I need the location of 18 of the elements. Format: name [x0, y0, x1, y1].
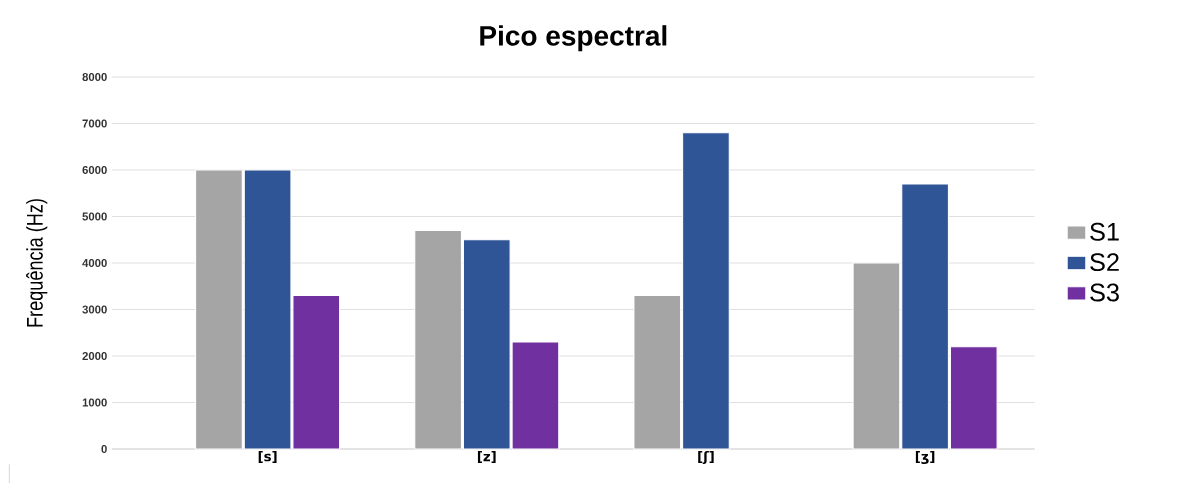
y-axis-title: Frequência (Hz)	[26, 199, 48, 327]
y-tick-label: 0	[101, 445, 107, 453]
y-tick-label: 7000	[82, 119, 107, 128]
legend-label: S1	[1090, 222, 1119, 241]
x-tick-label: [s]	[258, 451, 277, 463]
y-tick-label: 5000	[82, 212, 107, 221]
y-tick-label: 3000	[82, 305, 107, 314]
y-tick-label: 4000	[82, 259, 107, 268]
y-tick-label: 2000	[82, 352, 107, 361]
y-tick-label: 6000	[82, 166, 107, 175]
y-tick-label: 8000	[82, 73, 107, 82]
chart-title: Pico espectral	[480, 25, 667, 52]
legend-label: S2	[1090, 253, 1119, 272]
x-tick-label: [ʃ]	[698, 451, 714, 465]
y-tick-label: 1000	[82, 398, 107, 407]
x-tick-label: [z]	[477, 451, 496, 463]
x-tick-label: [ʒ]	[915, 451, 935, 465]
legend-label: S3	[1090, 283, 1119, 302]
